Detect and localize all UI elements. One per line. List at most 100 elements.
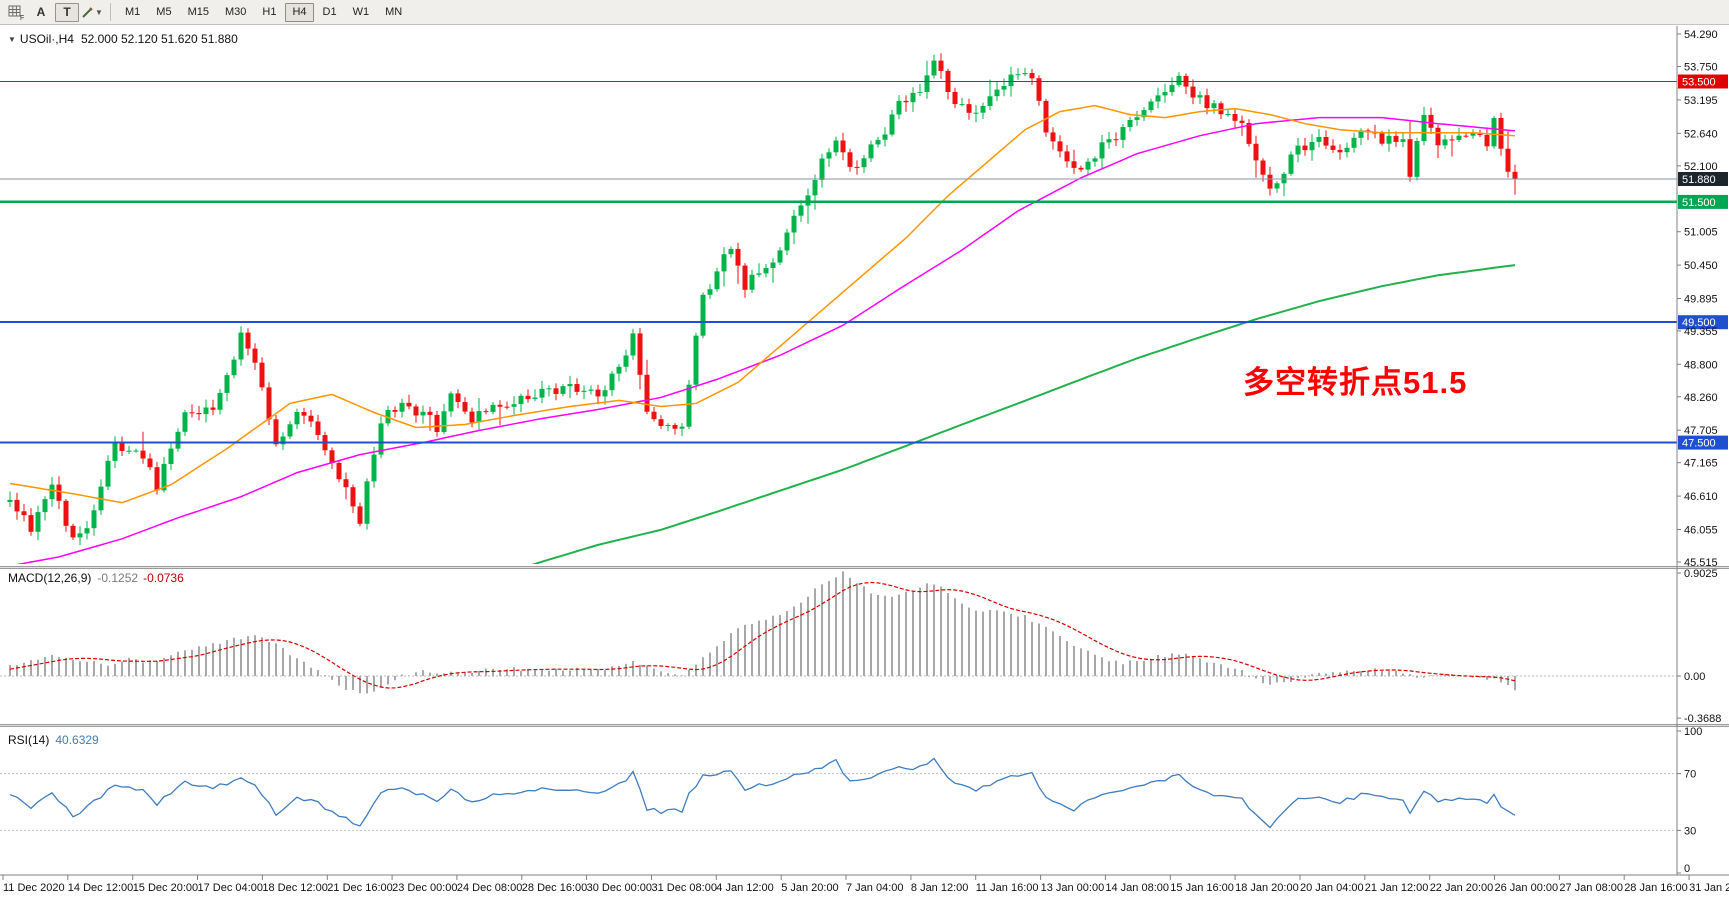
candle — [28, 508, 34, 536]
timeframe-h1-button[interactable]: H1 — [262, 5, 277, 18]
price-level-badge — [1678, 435, 1728, 450]
candle — [259, 357, 265, 391]
candle — [490, 402, 496, 415]
candle — [1246, 119, 1252, 147]
svg-text:F: F — [20, 15, 24, 20]
horizontal-level-lines[interactable] — [0, 80, 1677, 444]
rsi-axis-label: 0 — [1684, 863, 1690, 875]
candle — [693, 332, 699, 391]
timeframe-m1-button[interactable]: M1 — [125, 5, 141, 18]
candle — [973, 105, 979, 123]
price-tick-label: 49.895 — [1684, 294, 1718, 306]
text-tool-button[interactable]: T — [55, 2, 79, 22]
candle — [112, 436, 118, 468]
price-level-badge-label: 51.500 — [1682, 197, 1716, 209]
price-tick-label: 54.290 — [1684, 29, 1718, 41]
candle — [609, 371, 615, 396]
chart-grid-tool-button[interactable]: F — [5, 3, 27, 22]
candle — [798, 200, 804, 222]
candle — [147, 453, 153, 471]
candle — [175, 428, 181, 452]
grid-icon: F — [8, 5, 24, 20]
candle — [574, 378, 580, 396]
candle — [910, 87, 916, 112]
time-label: 24 Dec 08:00 — [457, 882, 522, 894]
candle — [385, 405, 391, 427]
macd-name: MACD(12,26,9) — [8, 571, 92, 585]
separator-main-macd[interactable] — [0, 566, 1729, 569]
annotation-text[interactable]: 多空转折点51.5 — [1243, 365, 1468, 400]
candle — [42, 495, 48, 521]
candle — [889, 109, 895, 137]
timeframe-m30-button[interactable]: M30 — [224, 5, 247, 18]
ma-mid-line — [16, 116, 1516, 564]
candle — [231, 356, 237, 379]
rsi-axis-label: 30 — [1684, 825, 1696, 837]
candle — [1015, 68, 1021, 80]
timeframe-mn-button[interactable]: MN — [385, 5, 403, 18]
candle — [1253, 135, 1259, 178]
candle — [7, 491, 13, 507]
candle — [1029, 68, 1035, 85]
candle — [1435, 124, 1441, 158]
candle — [868, 140, 874, 162]
timeframe-h4-button[interactable]: H4 — [285, 2, 314, 22]
candle — [1176, 72, 1182, 87]
separator-macd-rsi[interactable] — [0, 724, 1729, 727]
candle — [1239, 115, 1245, 136]
time-label: 26 Jan 00:00 — [1495, 882, 1559, 894]
candle — [1155, 87, 1161, 109]
toolbar: F A T ▼ M1 M5 M15 M30 H1 H4 D1 W1 MN — [0, 0, 1729, 25]
macd-signal-line — [9, 581, 1516, 689]
candle — [448, 391, 454, 417]
panel-separators[interactable] — [0, 566, 1729, 727]
candle — [728, 246, 734, 258]
rsi-axis-label: 70 — [1684, 769, 1696, 781]
candle — [210, 399, 216, 416]
chart-marker-icon: ▼ — [8, 35, 16, 44]
candle — [1260, 158, 1266, 182]
time-label: 28 Jan 16:00 — [1624, 882, 1688, 894]
price-level-badge-label: 47.500 — [1682, 438, 1716, 450]
candle — [1309, 134, 1315, 161]
candle — [707, 284, 713, 299]
price-level-badge — [1678, 74, 1728, 89]
candle — [1484, 128, 1490, 151]
candle — [966, 98, 972, 120]
candle — [924, 60, 930, 99]
time-axis: 11 Dec 2020 14 Dec 12:00 15 Dec 20:00 17 De… — [0, 874, 1729, 894]
time-label: 28 Dec 16:00 — [522, 882, 587, 894]
candle — [994, 81, 1000, 102]
timeframe-w1-button[interactable]: W1 — [352, 5, 370, 18]
timeframe-m15-button[interactable]: M15 — [187, 5, 209, 18]
rsi-label: RSI(14) 40.6329 — [8, 733, 99, 747]
candle — [84, 521, 90, 540]
timeframe-toolbar: M1 M5 M15 M30 H1 H4 D1 W1 MN — [117, 2, 410, 22]
candle — [133, 448, 139, 453]
price-tick-label: 48.260 — [1684, 392, 1718, 404]
candle — [98, 479, 104, 515]
candle — [1197, 91, 1203, 104]
candle — [455, 389, 461, 409]
candle — [1414, 137, 1420, 181]
draw-tools-button[interactable]: ▼ — [81, 3, 103, 22]
candle — [287, 421, 293, 440]
candle — [77, 526, 83, 546]
candle — [742, 263, 748, 298]
candle — [826, 148, 832, 167]
candle — [1183, 73, 1189, 94]
candle — [1295, 138, 1301, 163]
time-label: 8 Jan 12:00 — [911, 882, 969, 894]
candle — [56, 476, 62, 510]
candle — [462, 397, 468, 415]
candle — [616, 364, 622, 382]
candle — [812, 174, 818, 210]
timeframe-d1-button[interactable]: D1 — [322, 5, 337, 18]
candle — [35, 505, 41, 541]
time-label: 13 Jan 00:00 — [1041, 882, 1105, 894]
candle — [371, 446, 377, 488]
candle — [1036, 75, 1042, 106]
candle — [308, 409, 314, 427]
timeframe-m5-button[interactable]: M5 — [156, 5, 172, 18]
cursor-a-tool-button[interactable]: A — [36, 4, 46, 19]
